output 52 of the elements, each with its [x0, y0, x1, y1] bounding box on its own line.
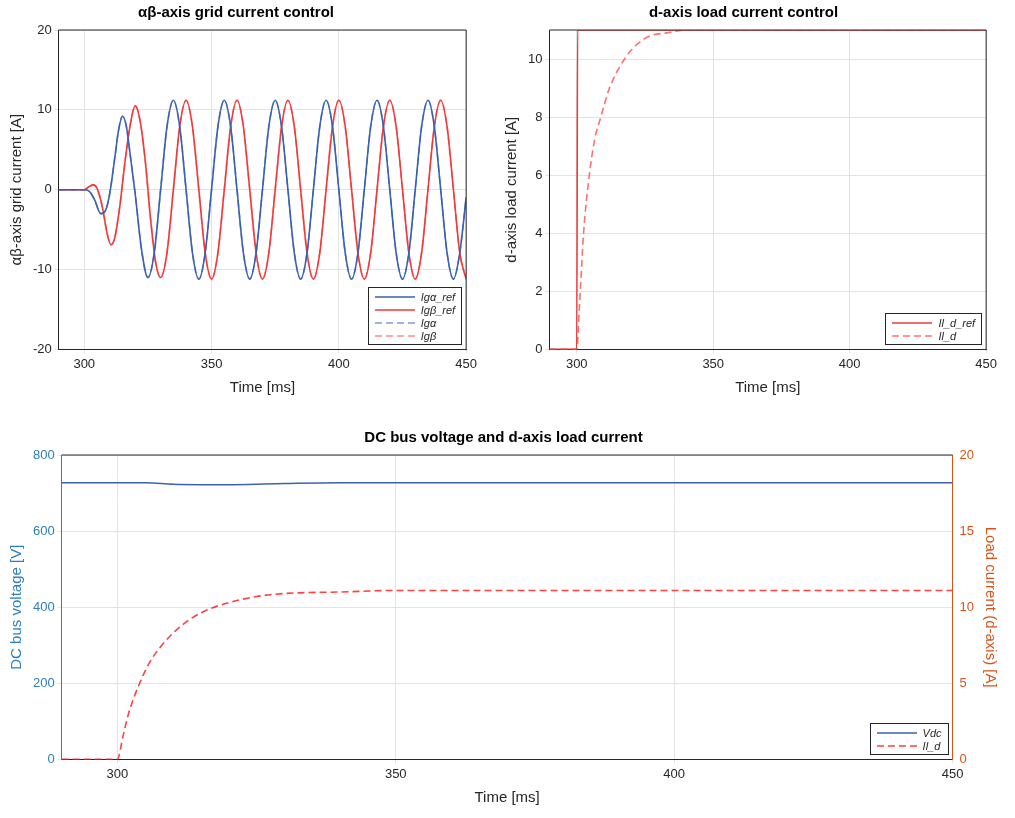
line-series	[58, 99, 467, 280]
y-tick-label: 6	[535, 166, 543, 182]
x-tick-label: 400	[663, 765, 685, 781]
y-tick-label: 20	[37, 21, 52, 37]
y-tick-label: 0	[47, 750, 55, 766]
legend-label: Il_d	[922, 739, 941, 752]
y2-tick-label: 15	[959, 522, 975, 538]
y-tick-label: 400	[32, 598, 55, 614]
chart-title: d-axis load current control	[648, 3, 839, 21]
x-tick-label: 300	[106, 765, 129, 781]
legend-label: Igβ	[420, 329, 437, 342]
y-tick-label: 0	[535, 340, 543, 356]
y-axis-title: αβ-axis grid current [A]	[7, 113, 25, 266]
y2-axis-title: Load current (d-axis) [A]	[982, 526, 1000, 688]
x-axis-title: Time [ms]	[229, 378, 296, 396]
legend-label: Il_d_ref	[938, 316, 976, 329]
x-axis-title: Time [ms]	[474, 788, 540, 806]
y-tick-label: 10	[37, 101, 52, 117]
legend-label: Igα	[420, 316, 437, 329]
y-tick-label: 4	[535, 224, 543, 240]
y-tick-label: 200	[32, 674, 55, 690]
y2-tick-label: 5	[959, 674, 967, 690]
legend-label: Igα_ref	[420, 290, 456, 303]
y-tick-label: 600	[32, 522, 55, 538]
y-tick-label: -10	[32, 261, 52, 277]
legend-label: Vdc	[922, 726, 942, 739]
x-tick-label: 450	[941, 765, 964, 781]
x-tick-label: 450	[455, 355, 478, 371]
x-tick-label: 400	[328, 355, 350, 371]
x-axis-title: Time [ms]	[735, 378, 801, 396]
y2-tick-label: 0	[959, 750, 967, 766]
x-tick-label: 350	[384, 765, 407, 781]
legend-label: Il_d	[938, 329, 957, 342]
chart-title: αβ-axis grid current control	[138, 3, 334, 21]
legend-label: Igβ_ref	[420, 303, 456, 316]
x-tick-label: 450	[975, 355, 998, 371]
y-tick-label: 0	[44, 181, 52, 197]
y-tick-label: 10	[527, 50, 543, 66]
x-tick-label: 350	[702, 355, 725, 371]
x-tick-label: 300	[565, 355, 588, 371]
y-tick-label: 800	[32, 446, 55, 462]
y-axis-title: DC bus voltage [V]	[7, 544, 25, 670]
y2-tick-label: 20	[959, 446, 975, 462]
x-tick-label: 300	[73, 355, 96, 371]
y-tick-label: -20	[32, 340, 52, 356]
y-tick-label: 2	[535, 282, 543, 298]
y-tick-label: 8	[535, 108, 543, 124]
y2-tick-label: 10	[959, 598, 975, 614]
x-tick-label: 400	[838, 355, 861, 371]
y-axis-title: d-axis load current [A]	[502, 116, 520, 263]
chart-title: DC bus voltage and d-axis load current	[364, 428, 643, 446]
x-tick-label: 350	[200, 355, 223, 371]
